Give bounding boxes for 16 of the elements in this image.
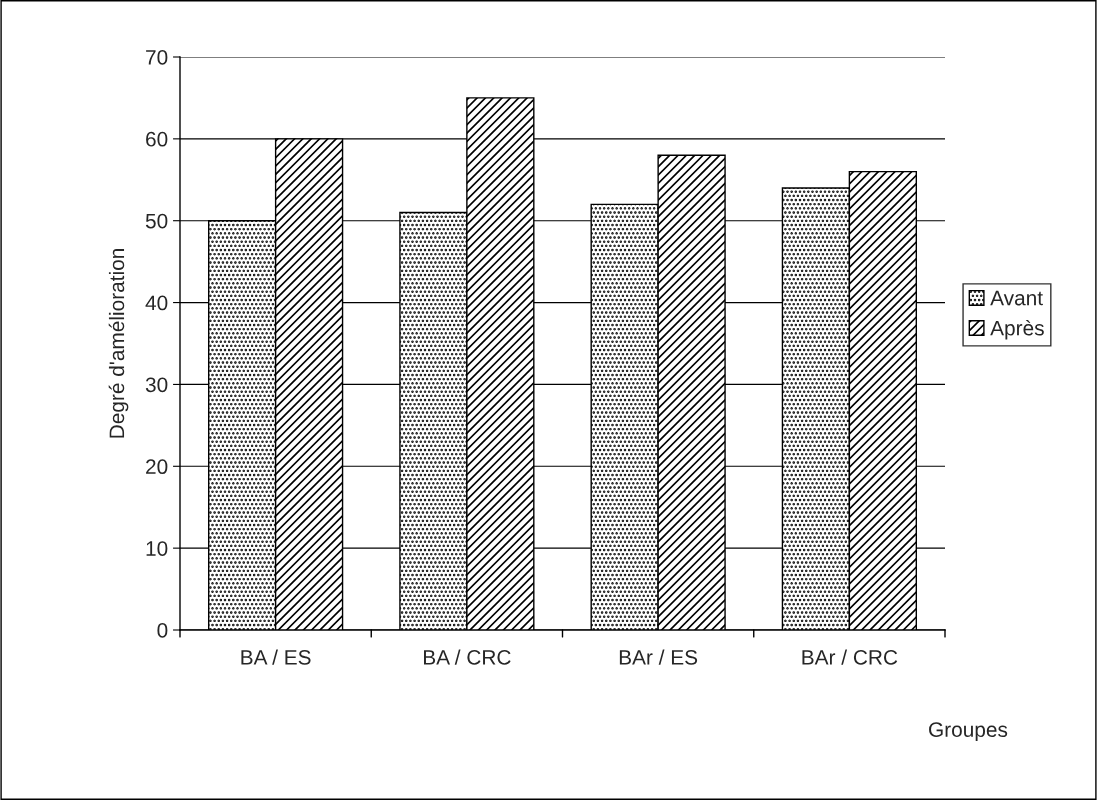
y-tick-label: 30 (145, 377, 168, 393)
legend-label: Après (990, 319, 1044, 340)
y-tick-label: 60 (146, 131, 168, 147)
legend-label: Avant (990, 290, 1043, 306)
y-tick-label: 70 (146, 50, 168, 65)
y-tick-label: 40 (145, 295, 168, 311)
x-axis-title: Groupes (929, 722, 1008, 742)
y-tick-label: 20 (146, 459, 168, 475)
x-tick-label: BA / CRC (424, 649, 511, 665)
x-tick-label: BA / ES (241, 649, 311, 665)
x-tick-label: BAr / ES (619, 649, 698, 665)
y-tick-label: 10 (146, 541, 168, 556)
y-tick-label: 0 (157, 623, 168, 638)
x-tick-label: BAr / CRC (802, 649, 898, 665)
y-axis-title: Degré d'amélioration (108, 249, 129, 438)
y-tick-label: 50 (145, 213, 168, 229)
